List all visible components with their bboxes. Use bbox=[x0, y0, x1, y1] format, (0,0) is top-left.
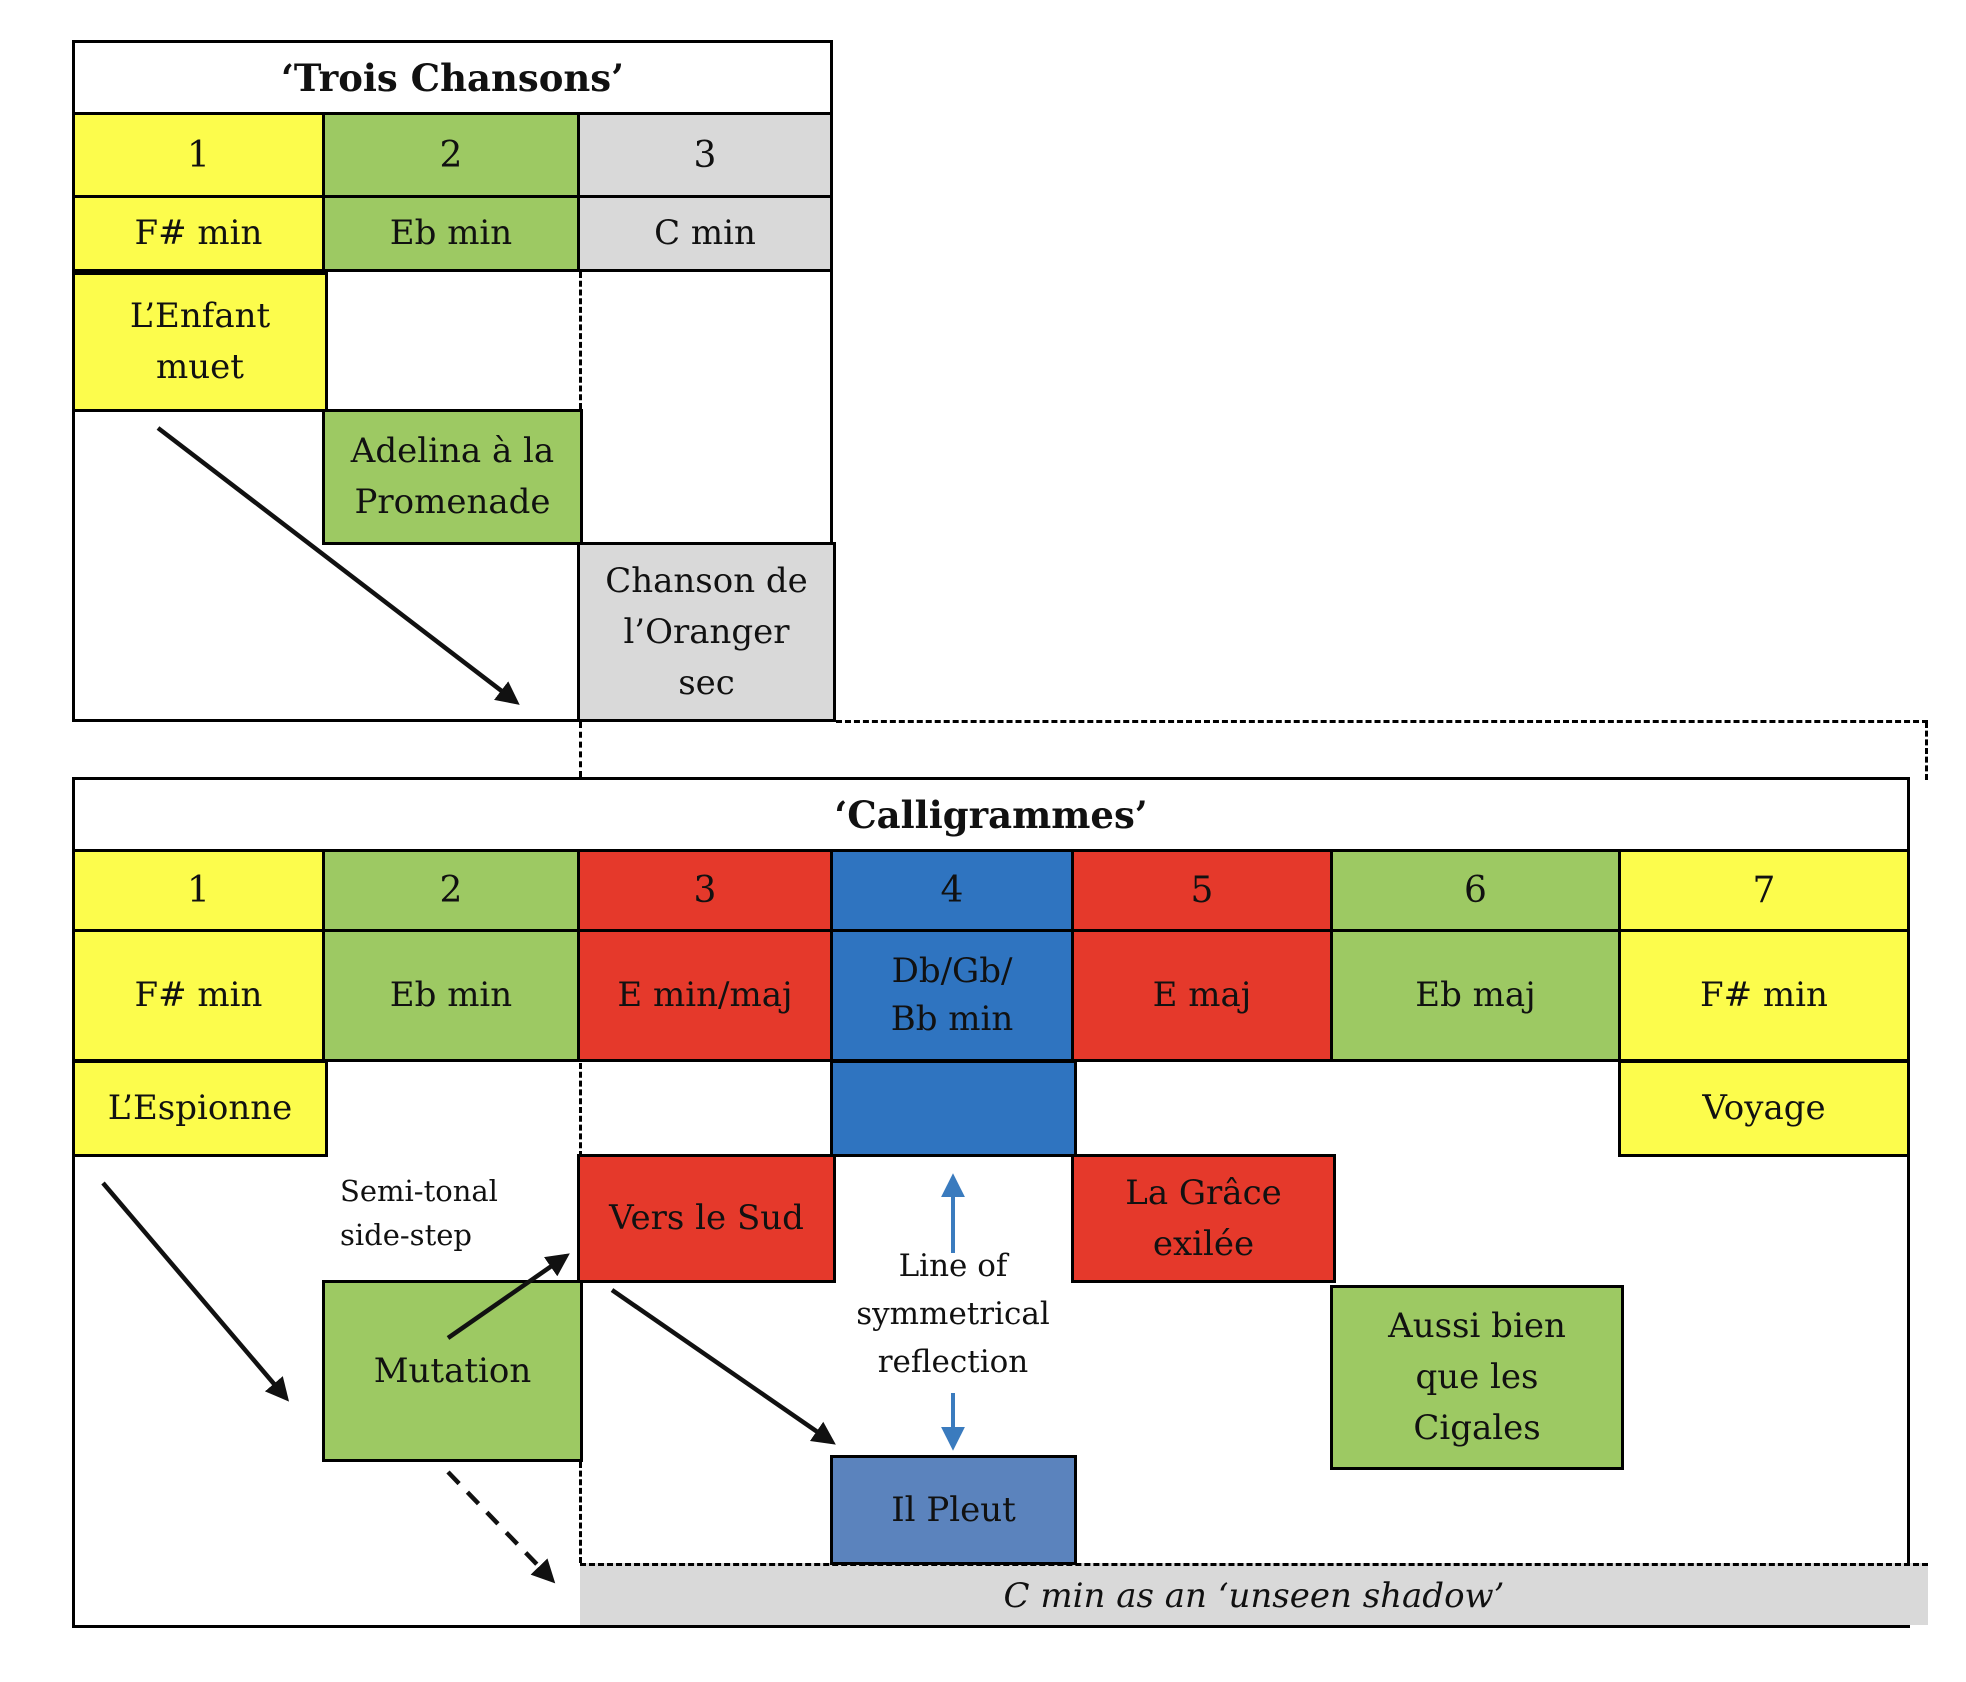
dashed-connector-between-tables bbox=[579, 722, 582, 777]
dashed-connector-right-edge bbox=[1925, 722, 1928, 780]
cg-number-5: 5 bbox=[1074, 852, 1333, 932]
cg-key-2: Eb min bbox=[325, 932, 580, 1062]
cg-key-6: Eb maj bbox=[1333, 932, 1621, 1062]
c-min-shadow-label: C min as an ‘unseen shadow’ bbox=[1003, 1575, 1505, 1616]
cg-number-6: 6 bbox=[1333, 852, 1621, 932]
cg-number-7: 7 bbox=[1621, 852, 1907, 932]
c-min-shadow-bar: C min as an ‘unseen shadow’ bbox=[580, 1563, 1928, 1625]
cg-number-3: 3 bbox=[580, 852, 833, 932]
song-cell-vers-le-sud: Vers le Sud bbox=[577, 1154, 836, 1283]
cg-number-2: 2 bbox=[325, 852, 580, 932]
dashed-line-top-col3 bbox=[579, 272, 582, 409]
trois-chansons-header-grid: ‘Trois Chansons’ 1 2 3 F# min Eb min C m… bbox=[75, 43, 830, 272]
blue-column4-extension-cell bbox=[830, 1060, 1077, 1157]
calligrammes-title: ‘Calligrammes’ bbox=[75, 780, 1907, 852]
dashed-line-calligrammes-upper bbox=[579, 1063, 582, 1157]
cg-number-1: 1 bbox=[75, 852, 325, 932]
tc-number-1: 1 bbox=[75, 115, 325, 198]
cg-key-5: E maj bbox=[1074, 932, 1333, 1062]
dashed-line-calligrammes-lower bbox=[579, 1462, 582, 1563]
cg-key-4: Db/Gb/ Bb min bbox=[833, 932, 1074, 1062]
trois-chansons-title: ‘Trois Chansons’ bbox=[75, 43, 830, 115]
song-cell-la-grace-exilee: La Grâce exilée bbox=[1071, 1154, 1336, 1283]
song-cell-lenfant-muet: L’Enfant muet bbox=[72, 272, 328, 412]
semi-tonal-side-step-label: Semi-tonal side-step bbox=[340, 1174, 498, 1252]
cg-key-7: F# min bbox=[1621, 932, 1907, 1062]
song-cell-lespionne: L’Espionne bbox=[72, 1060, 328, 1157]
song-cell-mutation: Mutation bbox=[322, 1280, 583, 1462]
cg-number-4: 4 bbox=[833, 852, 1074, 932]
tc-number-2: 2 bbox=[325, 115, 580, 198]
cg-key-1: F# min bbox=[75, 932, 325, 1062]
song-cell-aussi-bien: Aussi bien que les Cigales bbox=[1330, 1285, 1624, 1470]
line-of-symmetry-label: Line of symmetrical reflection bbox=[856, 1248, 1050, 1381]
tc-key-3: C min bbox=[580, 198, 830, 272]
tc-number-3: 3 bbox=[580, 115, 830, 198]
tc-key-1: F# min bbox=[75, 198, 325, 272]
tc-key-2: Eb min bbox=[325, 198, 580, 272]
song-cell-voyage: Voyage bbox=[1618, 1060, 1910, 1157]
song-cell-il-pleut: Il Pleut bbox=[830, 1455, 1077, 1565]
song-cell-chanson-oranger: Chanson de l’Oranger sec bbox=[577, 542, 836, 722]
dashed-line-horizontal-right bbox=[836, 720, 1928, 723]
song-cell-adelina: Adelina à la Promenade bbox=[322, 409, 583, 545]
cg-key-3: E min/maj bbox=[580, 932, 833, 1062]
calligrammes-header-grid: ‘Calligrammes’ 1 2 3 4 5 6 7 F# min Eb m… bbox=[75, 780, 1907, 1062]
